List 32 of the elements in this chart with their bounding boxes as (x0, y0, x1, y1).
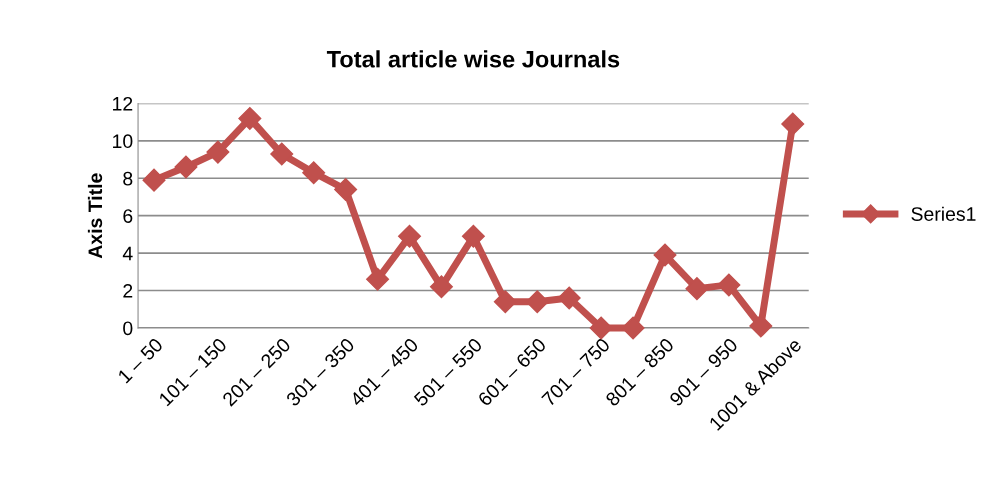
y-tick-label: 4 (122, 246, 133, 261)
y-tick-label: 6 (123, 209, 133, 223)
point (366, 267, 390, 291)
y-tick-label: 10 (113, 134, 133, 149)
point (493, 290, 517, 314)
point (142, 168, 166, 192)
y-tick-label: 2 (123, 283, 133, 298)
point (781, 112, 805, 136)
point (749, 314, 773, 338)
point (589, 316, 613, 340)
chart-title: Total article wise Journals (326, 50, 620, 68)
y-tick-label: 0 (123, 321, 133, 336)
legend-label: Series1 (911, 206, 976, 221)
point (717, 273, 741, 297)
point (206, 140, 230, 164)
point (653, 243, 677, 267)
point (685, 277, 709, 301)
point (302, 161, 326, 185)
y-axis-title: Axis Title (87, 173, 103, 259)
y-tick-label: 12 (113, 96, 133, 111)
point (461, 224, 485, 248)
point (525, 290, 549, 314)
point (557, 286, 581, 310)
y-tick-label: 8 (123, 171, 133, 186)
point (621, 316, 645, 340)
point (238, 106, 262, 130)
point (398, 224, 422, 248)
point (429, 275, 453, 299)
point (270, 142, 294, 166)
point (334, 178, 358, 202)
x-tick-label: 1 – 50 (117, 337, 164, 384)
point (174, 155, 198, 179)
